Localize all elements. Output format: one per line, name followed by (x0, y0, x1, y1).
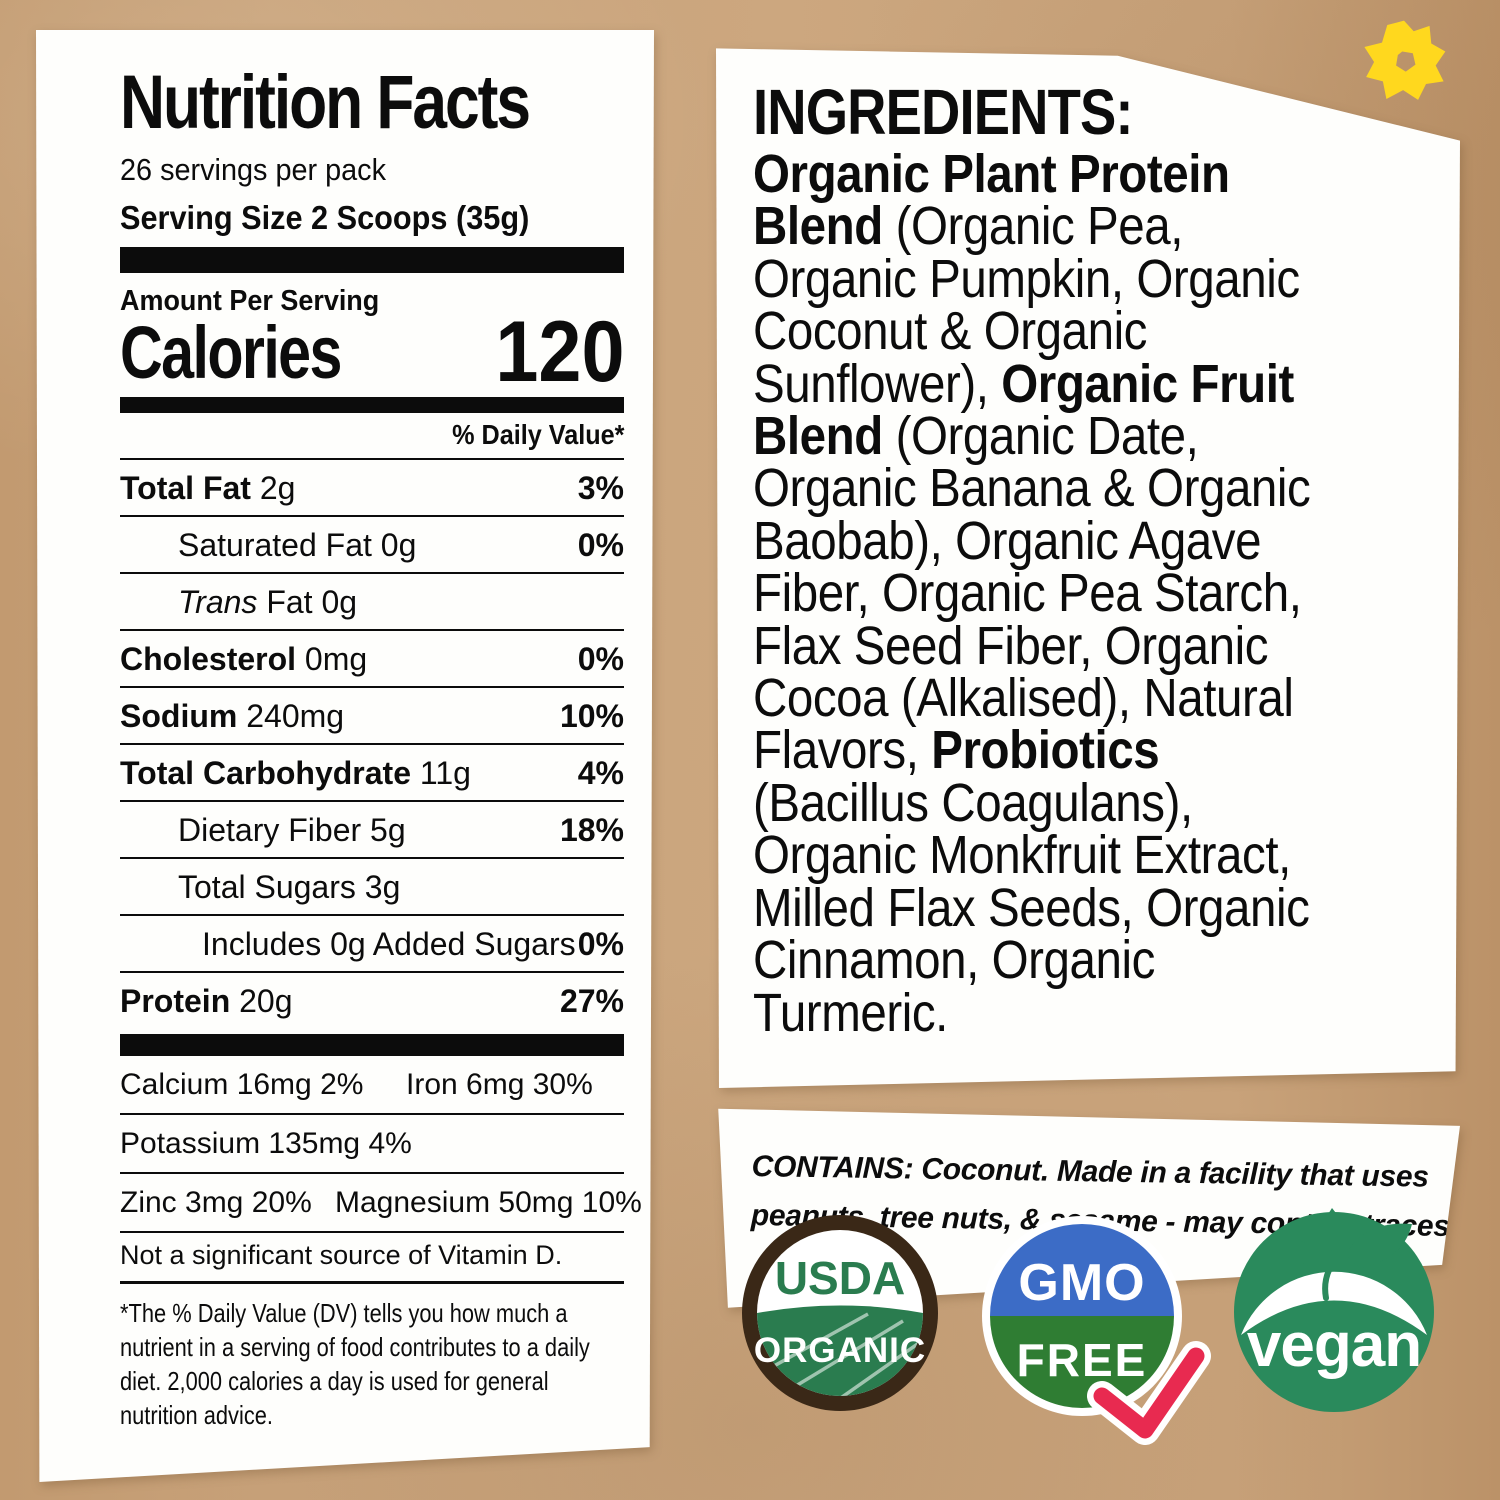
hill-icon (1241, 1271, 1427, 1335)
ingredients-panel: INGREDIENTS: Organic Plant Protein Blend … (716, 40, 1460, 1088)
daily-value-footnote: *The % Daily Value (DV) tells you how mu… (120, 1296, 624, 1432)
mineral-row: Calcium 16mg 2% Iron 6mg 30% (120, 1056, 624, 1115)
gmo-text: GMO (1018, 1254, 1145, 1312)
ingredients-line: Blend (Organic Date, (753, 406, 1199, 467)
ingredients-line: Baobab), Organic Agave (753, 510, 1262, 571)
thick-divider (120, 397, 624, 413)
thick-divider (120, 247, 624, 273)
ingredients-line: Organic Banana & Organic (753, 458, 1311, 519)
vegan-badge: vegan (1234, 1208, 1434, 1412)
nutrient-row: Cholesterol 0mg 0% (120, 631, 624, 688)
servings-per-pack: 26 servings per pack (120, 152, 387, 187)
free-text: FREE (1017, 1334, 1148, 1386)
daily-value-header: % Daily Value* (120, 413, 624, 460)
ingredients-line: Milled Flax Seeds, Organic (753, 877, 1310, 938)
nutrient-row: Total Carbohydrate 11g 4% (120, 745, 624, 802)
nutrition-facts-paper: Nutrition Facts 26 servings per pack Ser… (36, 30, 654, 1482)
ingredients-content: INGREDIENTS: Organic Plant Protein Blend … (753, 76, 1430, 1043)
nutrition-facts-content: Nutrition Facts 26 servings per pack Ser… (120, 30, 642, 1432)
ingredients-line: Organic Pumpkin, Organic (753, 248, 1300, 309)
gmo-free-badge: GMO FREE (982, 1216, 1211, 1445)
footnote-line: nutrition advice. (120, 1400, 273, 1430)
ingredients-line: Cocoa (Alkalised), Natural (753, 668, 1294, 729)
ingredients-line: Organic Plant Protein (753, 144, 1230, 204)
thick-divider (120, 1034, 624, 1056)
ingredients-line: Coconut & Organic (753, 301, 1148, 362)
ingredients-line: Flavors, Probiotics (753, 720, 1160, 781)
vitamin-d-note: Not a significant source of Vitamin D. (120, 1233, 624, 1284)
mineral-row: Potassium 135mg 4% (120, 1115, 624, 1174)
starburst-icon (1364, 20, 1446, 100)
serving-size: Serving Size 2 Scoops (35g) (120, 199, 530, 236)
footnote-line: nutrient in a serving of food contribute… (120, 1332, 590, 1362)
nutrient-row: Total Sugars 3g (120, 859, 624, 916)
footnote-line: diet. 2,000 calories a day is used for g… (120, 1366, 549, 1396)
calories-value: 120 (494, 304, 624, 400)
nutrient-row: Protein 20g 27% (120, 983, 624, 1019)
sprout-leaves-icon (1284, 1208, 1412, 1301)
amount-per-serving-label: Amount Per Serving (120, 285, 380, 317)
ingredients-line: Flax Seed Fiber, Organic (753, 615, 1269, 676)
usda-organic-text: ORGANIC (754, 1331, 926, 1370)
nutrition-facts-title: Nutrition Facts (120, 60, 531, 145)
nutrient-row: Sodium 240mg 10% (120, 688, 624, 745)
usda-text: USDA (775, 1252, 905, 1304)
usda-organic-badge: USDA ORGANIC (742, 1215, 938, 1411)
mineral-rows: Calcium 16mg 2% Iron 6mg 30% Potassium 135… (120, 1056, 642, 1233)
ingredients-line: (Bacillus Coagulans), (753, 772, 1193, 833)
calories-label: Calories (120, 311, 342, 394)
ingredients-list: Organic Plant Protein Blend (Organic Pea,… (753, 144, 1430, 1043)
mineral-row: Zinc 3mg 20% Magnesium 50mg 10% (120, 1174, 642, 1233)
ingredients-line: Sunflower), Organic Fruit (753, 353, 1294, 414)
ingredients-line: Cinnamon, Organic (753, 930, 1155, 991)
nutrient-row: Dietary Fiber 5g 18% (120, 802, 624, 859)
checkmark-icon (1087, 1341, 1211, 1445)
nutrient-row: Saturated Fat 0g 0% (120, 517, 624, 574)
nutrient-rows: Total Fat 2g 3% Saturated Fat 0g 0% Trans Fa… (120, 460, 624, 1028)
ingredients-line: Fiber, Organic Pea Starch, (753, 563, 1302, 624)
ingredients-paper: INGREDIENTS: Organic Plant Protein Blend … (716, 48, 1460, 1088)
nutrition-facts-panel: Nutrition Facts 26 servings per pack Ser… (36, 30, 654, 1482)
footnote-line: *The % Daily Value (DV) tells you how mu… (120, 1298, 568, 1328)
nutrient-row: Total Fat 2g 3% (120, 460, 624, 517)
vegan-text: vegan (1247, 1311, 1421, 1380)
ingredients-line: Organic Monkfruit Extract, (753, 825, 1291, 886)
ingredients-line: Blend (Organic Pea, (753, 196, 1184, 257)
ingredients-line: Turmeric. (753, 982, 948, 1043)
calories-row: Calories 120 (120, 304, 624, 400)
ingredients-title: INGREDIENTS: (753, 76, 1134, 148)
nutrient-row: Trans Fat 0g (120, 574, 624, 631)
nutrient-row: Includes 0g Added Sugars 0% (120, 916, 624, 973)
